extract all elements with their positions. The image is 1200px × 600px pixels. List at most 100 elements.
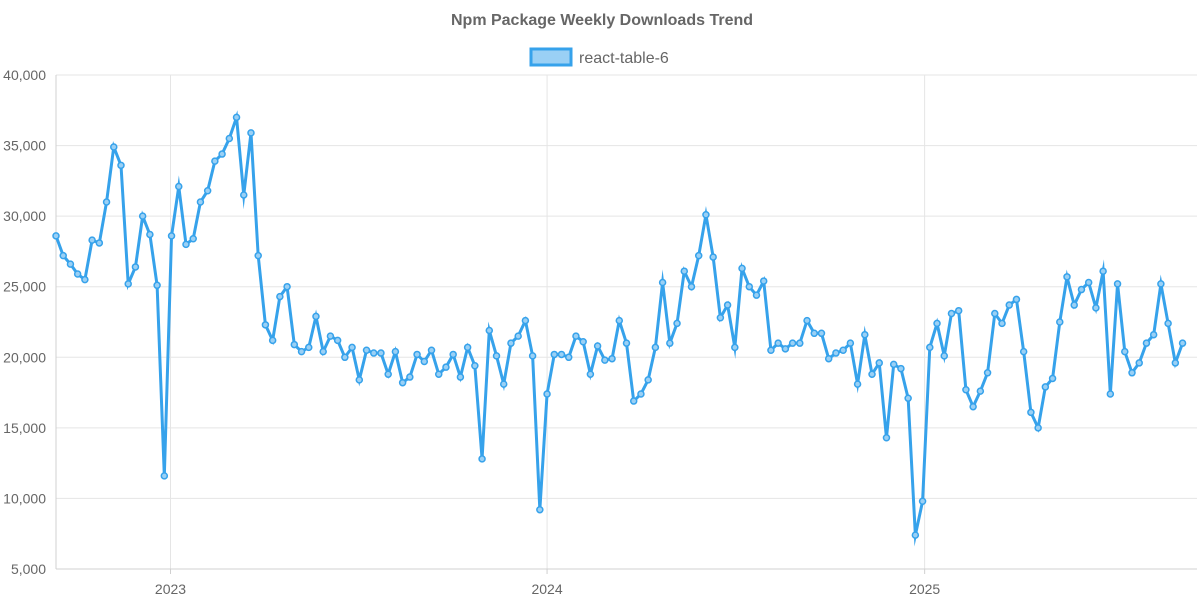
data-point[interactable] [658, 278, 667, 287]
data-point[interactable] [478, 455, 486, 463]
data-point[interactable] [1063, 273, 1071, 281]
data-point[interactable] [95, 239, 104, 247]
data-point[interactable] [370, 349, 378, 357]
data-point[interactable] [962, 386, 970, 394]
data-point[interactable] [875, 359, 883, 367]
data-point[interactable] [398, 378, 407, 387]
data-point[interactable] [189, 234, 197, 243]
data-point[interactable] [976, 387, 985, 395]
data-point[interactable] [182, 240, 190, 249]
data-point[interactable] [940, 352, 948, 360]
data-point[interactable] [362, 346, 371, 354]
data-point[interactable] [846, 339, 855, 347]
data-point[interactable] [666, 339, 674, 347]
data-point[interactable] [687, 282, 696, 291]
data-point[interactable] [146, 230, 154, 239]
data-point[interactable] [88, 236, 96, 244]
data-point[interactable] [868, 370, 876, 378]
data-point[interactable] [341, 353, 349, 362]
data-point[interactable] [1019, 347, 1028, 356]
data-point[interactable] [102, 198, 111, 206]
data-point[interactable] [211, 157, 219, 165]
data-point[interactable] [196, 198, 205, 206]
data-point[interactable] [528, 352, 537, 360]
data-point[interactable] [333, 336, 342, 345]
data-point[interactable] [716, 314, 725, 322]
data-point[interactable] [268, 336, 277, 345]
data-point[interactable] [969, 402, 977, 411]
data-point[interactable] [1178, 339, 1187, 347]
data-point[interactable] [550, 350, 559, 359]
data-point[interactable] [629, 397, 638, 405]
data-point[interactable] [485, 326, 494, 335]
data-point[interactable] [124, 280, 132, 288]
data-point[interactable] [131, 263, 140, 271]
data-point[interactable] [312, 312, 320, 321]
data-point[interactable] [117, 161, 125, 170]
data-point[interactable] [694, 251, 703, 260]
data-point[interactable] [261, 321, 270, 329]
data-point[interactable] [1135, 359, 1143, 367]
data-point[interactable] [391, 347, 400, 356]
data-point[interactable] [456, 373, 465, 381]
data-point[interactable] [723, 301, 732, 309]
data-point[interactable] [442, 363, 450, 371]
data-point[interactable] [1149, 330, 1158, 339]
data-point[interactable] [1121, 347, 1129, 356]
data-point[interactable] [564, 353, 573, 362]
data-point[interactable] [110, 143, 118, 151]
data-point[interactable] [73, 270, 82, 278]
data-point[interactable] [738, 264, 746, 273]
data-point[interactable] [897, 364, 905, 373]
data-point[interactable] [203, 186, 212, 195]
data-point[interactable] [781, 345, 790, 353]
data-point[interactable] [52, 232, 60, 240]
data-point[interactable] [1056, 318, 1064, 326]
data-point[interactable] [305, 343, 313, 352]
data-point[interactable] [153, 281, 161, 290]
data-point[interactable] [579, 338, 587, 346]
data-point[interactable] [463, 343, 472, 352]
data-point[interactable] [1077, 285, 1086, 294]
data-point[interactable] [586, 370, 595, 378]
data-point[interactable] [991, 309, 999, 318]
data-point[interactable] [911, 531, 920, 539]
data-point[interactable] [471, 362, 479, 370]
data-point[interactable] [803, 316, 811, 325]
data-point[interactable] [637, 390, 645, 398]
data-point[interactable] [889, 360, 898, 369]
data-point[interactable] [138, 212, 147, 220]
data-point[interactable] [59, 251, 67, 260]
data-point[interactable] [507, 339, 515, 347]
data-point[interactable] [1142, 339, 1151, 347]
data-point[interactable] [283, 282, 291, 291]
data-point[interactable] [832, 349, 840, 357]
data-point[interactable] [326, 332, 335, 340]
data-point[interactable] [427, 346, 436, 354]
data-point[interactable] [680, 267, 689, 275]
data-point[interactable] [615, 316, 624, 325]
data-point[interactable] [557, 350, 566, 359]
data-point[interactable] [882, 433, 891, 442]
data-point[interactable] [810, 329, 819, 338]
data-point[interactable] [1171, 359, 1180, 367]
legend[interactable]: react-table-6 [529, 47, 669, 67]
data-point[interactable] [1084, 278, 1093, 287]
data-point[interactable] [824, 354, 833, 363]
data-point[interactable] [1099, 267, 1107, 275]
data-point[interactable] [1157, 280, 1165, 288]
data-point[interactable] [297, 347, 306, 356]
data-point[interactable] [413, 350, 421, 359]
data-point[interactable] [918, 497, 927, 505]
data-point[interactable] [796, 339, 804, 347]
data-point[interactable] [593, 342, 602, 350]
data-point[interactable] [1027, 408, 1035, 417]
data-point[interactable] [1128, 369, 1136, 377]
data-point[interactable] [572, 332, 580, 340]
data-point[interactable] [926, 343, 934, 352]
data-point[interactable] [449, 350, 457, 359]
data-point[interactable] [384, 370, 392, 378]
data-point[interactable] [536, 505, 544, 514]
data-point[interactable] [355, 376, 364, 384]
data-point[interactable] [1113, 280, 1122, 288]
